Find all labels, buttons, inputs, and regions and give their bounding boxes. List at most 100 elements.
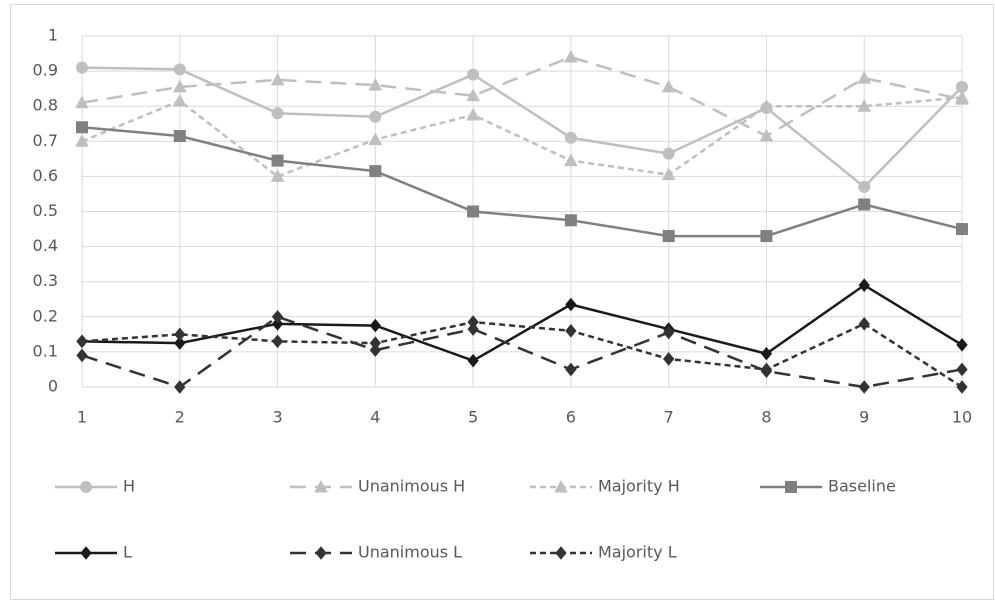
marker xyxy=(76,121,88,134)
x-tick-label: 8 xyxy=(761,408,771,427)
marker xyxy=(75,134,89,147)
y-tick-label: 0.2 xyxy=(33,306,58,325)
marker xyxy=(369,336,381,350)
y-tick-label: 0.3 xyxy=(33,271,58,290)
y-tick-label: 0.6 xyxy=(33,166,58,185)
marker xyxy=(369,318,381,333)
marker xyxy=(368,78,383,91)
marker xyxy=(663,352,675,366)
marker xyxy=(564,153,578,167)
marker xyxy=(565,324,577,338)
marker xyxy=(565,362,577,377)
marker xyxy=(565,297,577,312)
marker xyxy=(662,230,675,243)
marker xyxy=(172,93,187,107)
legend-label: Unanimous L xyxy=(358,543,462,562)
marker xyxy=(467,353,479,368)
marker xyxy=(467,68,480,81)
marker xyxy=(857,99,872,112)
y-tick-label: 1 xyxy=(48,26,58,45)
marker xyxy=(466,88,480,102)
legend-marker xyxy=(314,479,328,493)
marker xyxy=(173,63,186,76)
series-line xyxy=(81,315,963,389)
marker xyxy=(760,230,773,243)
marker xyxy=(467,322,479,336)
legend-label: Baseline xyxy=(828,477,896,496)
marker xyxy=(467,315,479,329)
marker xyxy=(270,72,285,86)
y-tick-label: 0.1 xyxy=(33,341,58,360)
x-tick-label: 9 xyxy=(859,408,869,427)
legend-label: H xyxy=(123,477,135,496)
legend-marker xyxy=(785,481,797,493)
marker xyxy=(172,79,187,93)
marker xyxy=(858,278,870,292)
marker xyxy=(858,380,870,394)
legend-label: Majority L xyxy=(598,543,677,562)
y-tick-label: 0.9 xyxy=(33,61,58,80)
marker xyxy=(858,198,871,211)
series-line xyxy=(81,126,963,238)
marker xyxy=(271,334,284,349)
marker xyxy=(759,99,774,112)
legend-label: L xyxy=(123,543,132,562)
marker xyxy=(955,90,969,103)
marker xyxy=(369,165,382,178)
marker xyxy=(270,169,285,182)
legend-marker xyxy=(80,481,92,493)
marker xyxy=(857,71,872,84)
chart-frame xyxy=(10,4,994,600)
marker xyxy=(956,380,968,394)
x-tick-label: 6 xyxy=(566,408,576,427)
marker xyxy=(174,327,186,342)
marker xyxy=(662,147,675,160)
legend-marker xyxy=(555,546,567,560)
marker xyxy=(564,214,577,227)
legend-label: Unanimous H xyxy=(358,477,465,496)
marker xyxy=(956,338,968,352)
series-line xyxy=(81,66,963,189)
x-tick-label: 1 xyxy=(77,408,87,427)
marker xyxy=(759,128,774,142)
marker xyxy=(858,180,871,193)
y-tick-label: 0.7 xyxy=(33,131,58,150)
marker xyxy=(271,107,284,120)
y-tick-label: 0.8 xyxy=(33,96,58,115)
marker xyxy=(174,336,186,350)
marker xyxy=(174,380,186,394)
marker xyxy=(467,205,480,218)
marker xyxy=(76,61,88,74)
x-tick-label: 4 xyxy=(370,408,380,427)
x-tick-label: 3 xyxy=(272,408,282,427)
marker xyxy=(75,95,89,109)
x-tick-label: 2 xyxy=(175,408,185,427)
series-line xyxy=(81,283,963,363)
marker xyxy=(369,343,381,357)
y-tick-label: 0.5 xyxy=(33,201,58,220)
x-tick-label: 5 xyxy=(468,408,478,427)
marker xyxy=(564,50,578,63)
marker xyxy=(368,132,383,146)
marker xyxy=(271,317,284,331)
marker xyxy=(76,348,88,363)
marker xyxy=(760,362,773,377)
marker xyxy=(564,131,577,144)
marker xyxy=(661,79,676,93)
legend-marker xyxy=(554,479,568,493)
x-tick-label: 7 xyxy=(664,408,674,427)
marker xyxy=(956,362,968,377)
legend-label: Majority H xyxy=(598,477,680,496)
marker xyxy=(663,325,675,340)
marker xyxy=(661,167,676,181)
marker xyxy=(271,310,284,324)
marker xyxy=(76,334,88,349)
y-tick-label: 0 xyxy=(48,377,58,396)
series-line xyxy=(81,320,963,389)
legend-marker xyxy=(80,546,92,560)
marker xyxy=(271,154,284,167)
legend-marker xyxy=(315,546,327,560)
marker xyxy=(956,223,968,236)
